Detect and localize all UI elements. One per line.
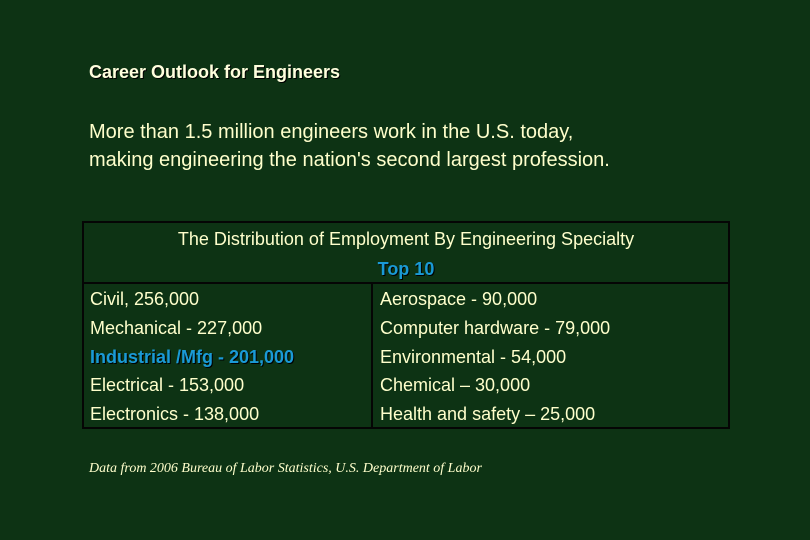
slide-title: Career Outlook for Engineers bbox=[89, 62, 341, 82]
table-cell: Mechanical - 227,000 bbox=[90, 317, 263, 338]
source-note: Data from 2006 Bureau of Labor Statistic… bbox=[89, 461, 482, 476]
intro-line-2: making engineering the nation's second l… bbox=[89, 149, 610, 171]
table-cell: Health and safety – 25,000 bbox=[380, 404, 596, 425]
table-cell: Chemical – 30,000 bbox=[380, 375, 531, 396]
table-cell-highlighted: Industrial /Mfg - 201,000 bbox=[90, 346, 295, 367]
table-cell: Electrical - 153,000 bbox=[90, 375, 245, 396]
intro-line-1: More than 1.5 million engineers work in … bbox=[89, 121, 574, 143]
table-cell: Civil, 256,000 bbox=[90, 289, 200, 309]
table-cell: Aerospace - 90,000 bbox=[380, 289, 538, 309]
intro-paragraph: More than 1.5 million engineers work in … bbox=[89, 118, 769, 174]
table-header-title: The Distribution of Employment By Engine… bbox=[177, 229, 635, 249]
employment-table: The Distribution of Employment By Engine… bbox=[82, 221, 730, 429]
column-divider bbox=[371, 284, 373, 427]
table-header-subtitle: Top 10 bbox=[377, 259, 435, 279]
table-header: The Distribution of Employment By Engine… bbox=[84, 223, 728, 284]
right-column: Aerospace - 90,000 Computer hardware - 7… bbox=[380, 285, 610, 429]
table-cell: Environmental - 54,000 bbox=[380, 346, 567, 367]
table-cell: Electronics - 138,000 bbox=[90, 404, 260, 425]
left-column: Civil, 256,000 Mechanical - 227,000 Indu… bbox=[90, 285, 294, 429]
table-cell: Computer hardware - 79,000 bbox=[380, 317, 611, 338]
